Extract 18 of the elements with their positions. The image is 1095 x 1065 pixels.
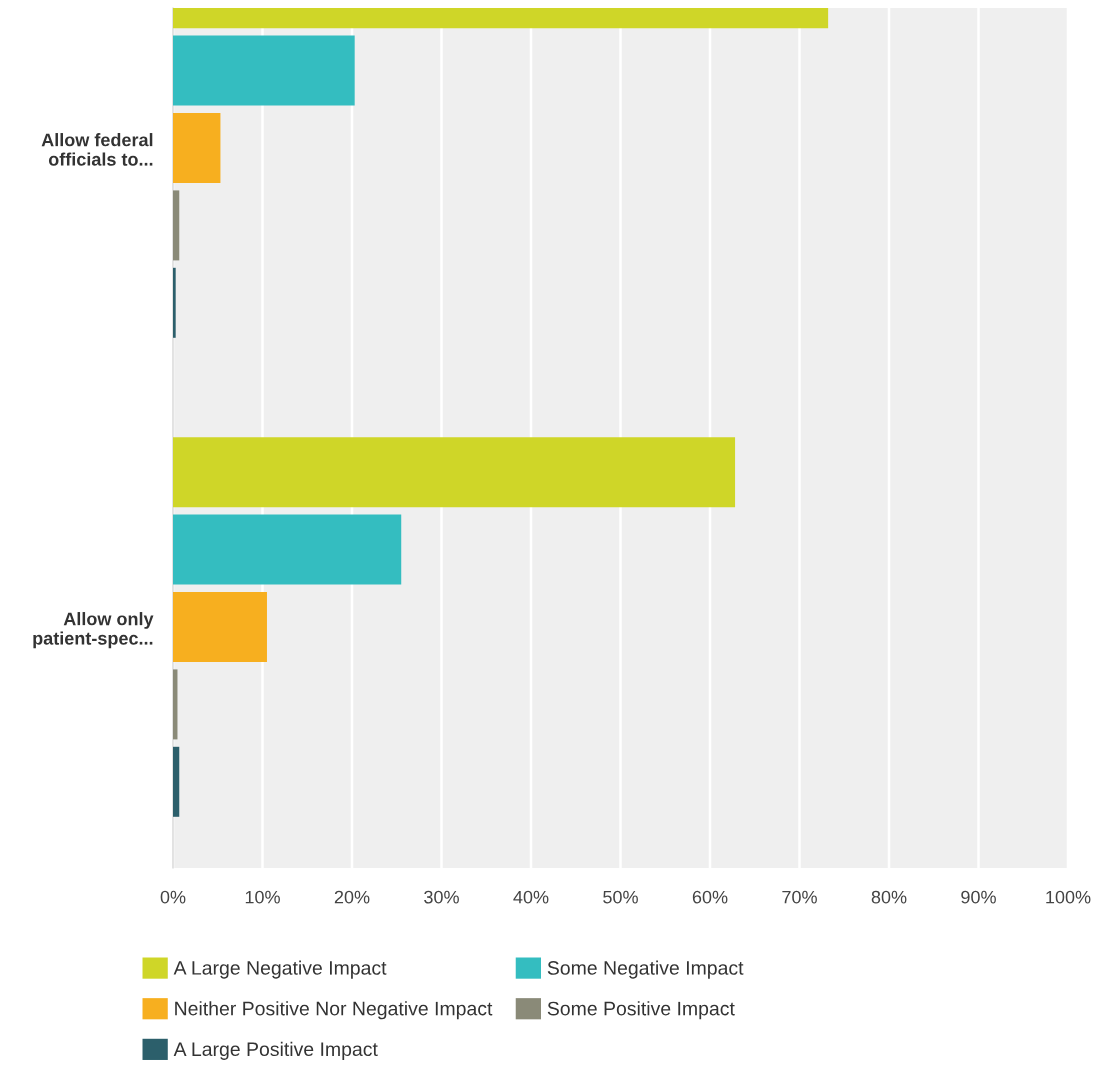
x-tick-label: 100% [1046,890,1091,904]
x-tick-label: 10% [245,890,280,904]
x-tick-label: 80% [871,890,907,904]
legend-label: Neither Positive Nor Negative Impact [175,1001,493,1020]
x-tick-label: 90% [961,890,996,904]
legend-label: A Large Negative Impact [173,960,387,979]
x-tick-label: 70% [782,890,817,904]
x-tick-label: 0% [160,890,186,904]
x-tick-label: 50% [603,890,638,904]
legend-label: A Large Positive Impact [173,1041,378,1060]
x-tick-label: 30% [424,890,459,904]
y-tick-label: Allow federal officials to... [41,133,153,166]
x-tick-label: 60% [692,890,728,904]
legend-label: Some Negative Impact [547,960,744,979]
x-tick-label: 40% [513,890,549,904]
legend-label: Some Positive Impact [547,1001,735,1020]
x-tick-label: 20% [334,890,370,904]
y-tick-label: Allow only patient-spec... [33,612,154,649]
